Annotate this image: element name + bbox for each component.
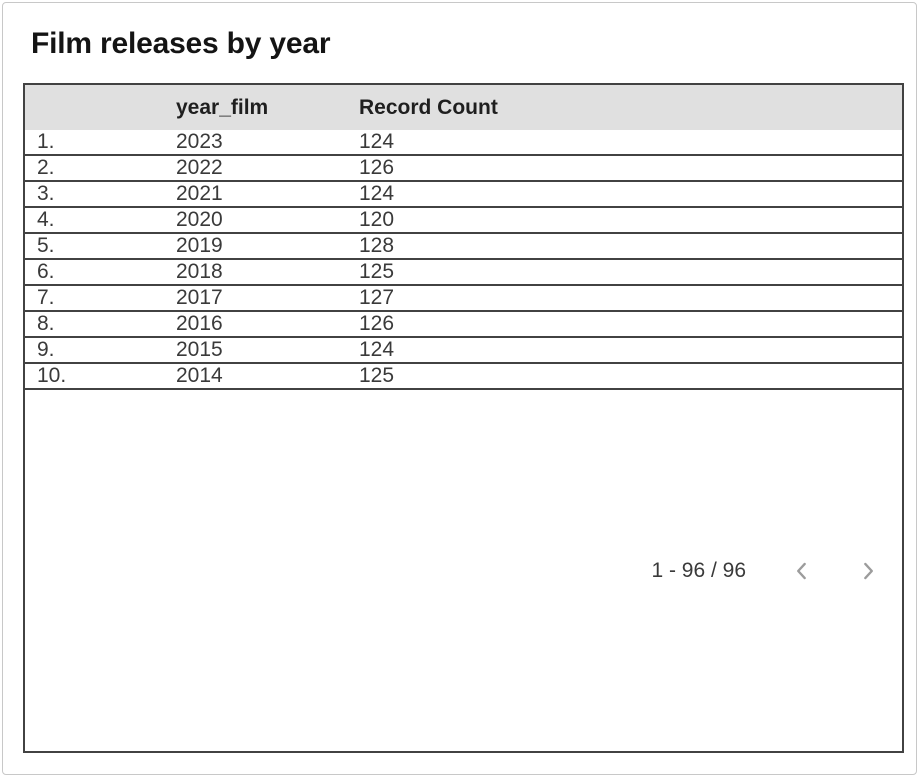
table-row: 6. 2018 125 xyxy=(25,260,902,286)
cell-record-count: 125 xyxy=(359,260,395,283)
cell-year-film: 2022 xyxy=(176,156,223,179)
cell-row-index: 6. xyxy=(37,260,55,283)
cell-row-index: 2. xyxy=(37,156,55,179)
cell-record-count: 127 xyxy=(359,286,395,309)
cell-record-count: 124 xyxy=(359,182,395,205)
cell-year-film: 2017 xyxy=(176,286,223,309)
table-row: 4. 2020 120 xyxy=(25,208,902,234)
table-row: 8. 2016 126 xyxy=(25,312,902,338)
table-header-row: year_film Record Count xyxy=(25,85,902,130)
cell-year-film: 2016 xyxy=(176,312,223,335)
cell-year-film: 2019 xyxy=(176,234,223,257)
table-row: 10. 2014 125 xyxy=(25,364,902,390)
cell-year-film: 2014 xyxy=(176,364,223,387)
cell-row-index: 10. xyxy=(37,364,67,387)
cell-record-count: 124 xyxy=(359,338,395,361)
cell-year-film: 2018 xyxy=(176,260,223,283)
pagination-range-label: 1 - 96 / 96 xyxy=(651,558,746,582)
table-row: 9. 2015 124 xyxy=(25,338,902,364)
cell-row-index: 7. xyxy=(37,286,55,309)
chevron-left-icon xyxy=(789,558,815,584)
cell-record-count: 128 xyxy=(359,234,395,257)
cell-row-index: 8. xyxy=(37,312,55,335)
cell-year-film: 2021 xyxy=(176,182,223,205)
chevron-right-icon xyxy=(855,558,881,584)
cell-row-index: 5. xyxy=(37,234,55,257)
cell-record-count: 120 xyxy=(359,208,395,231)
next-page-button[interactable] xyxy=(855,558,881,584)
cell-year-film: 2020 xyxy=(176,208,223,231)
header-record-count[interactable]: Record Count xyxy=(359,95,498,119)
cell-year-film: 2023 xyxy=(176,130,223,153)
table-row: 1. 2023 124 xyxy=(25,130,902,156)
data-table: year_film Record Count 1. 2023 124 2. 20… xyxy=(23,83,904,753)
table-row: 3. 2021 124 xyxy=(25,182,902,208)
table-row: 7. 2017 127 xyxy=(25,286,902,312)
cell-row-index: 1. xyxy=(37,130,55,153)
cell-row-index: 9. xyxy=(37,338,55,361)
cell-record-count: 126 xyxy=(359,156,395,179)
chart-title: Film releases by year xyxy=(31,27,331,60)
cell-record-count: 125 xyxy=(359,364,395,387)
header-row-number xyxy=(25,85,160,130)
header-year-film[interactable]: year_film xyxy=(176,95,269,119)
cell-year-film: 2015 xyxy=(176,338,223,361)
table-body: 1. 2023 124 2. 2022 126 3. 2021 124 4. 2… xyxy=(25,130,902,390)
cell-row-index: 4. xyxy=(37,208,55,231)
table-row: 5. 2019 128 xyxy=(25,234,902,260)
prev-page-button[interactable] xyxy=(789,558,815,584)
cell-row-index: 3. xyxy=(37,182,55,205)
cell-record-count: 126 xyxy=(359,312,395,335)
table-footer: 1 - 96 / 96 xyxy=(25,390,902,751)
cell-record-count: 124 xyxy=(359,130,395,153)
table-row: 2. 2022 126 xyxy=(25,156,902,182)
